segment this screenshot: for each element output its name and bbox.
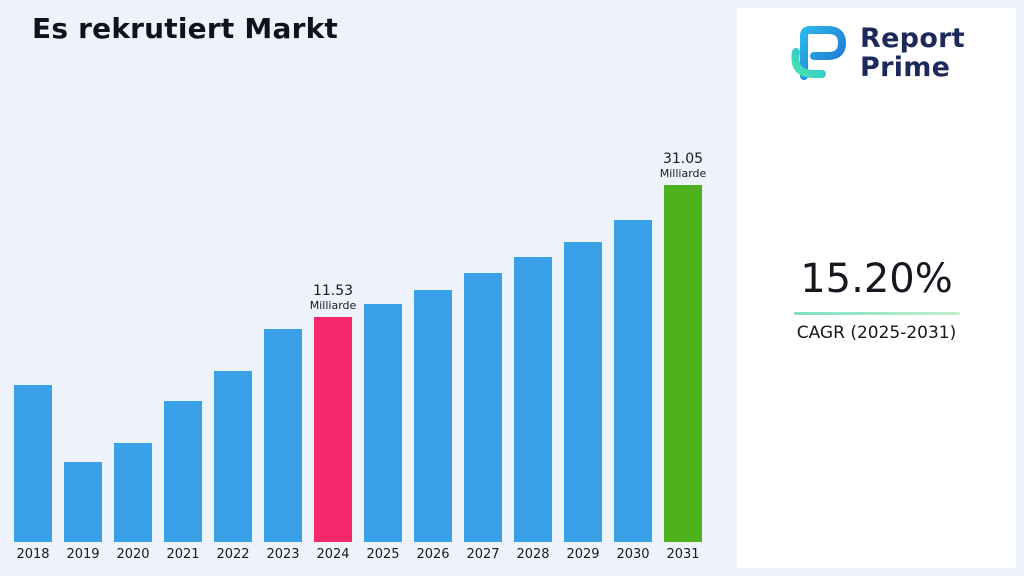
bar-chart: 2018 2019 2020 2021 2022 2023 11.53 Milliarde 20… <box>14 151 726 566</box>
bar-column: 2030 <box>614 220 652 566</box>
bar-2020 <box>114 443 152 542</box>
bar-column: 2025 <box>364 304 402 566</box>
bar-2028 <box>514 257 552 542</box>
x-axis-label: 2030 <box>616 547 650 562</box>
bar-2019 <box>64 462 102 542</box>
report-prime-logo: Report Prime <box>737 22 1016 84</box>
bar-value-label: 11.53 Milliarde <box>309 283 357 312</box>
report-prime-logo-mark-icon <box>788 22 850 84</box>
cagr-label: CAGR (2025-2031) <box>796 323 957 343</box>
bar-column: 2020 <box>114 443 152 566</box>
bar-2024 <box>314 317 352 542</box>
x-axis-label: 2018 <box>16 547 50 562</box>
x-axis-label: 2027 <box>466 547 500 562</box>
page-title: Es rekrutiert Markt <box>32 12 338 45</box>
bar-column: 2023 <box>264 329 302 566</box>
bar-column: 2019 <box>64 462 102 566</box>
logo-text-line2: Prime <box>859 52 951 83</box>
x-axis-label: 2026 <box>416 547 450 562</box>
bar-2031 <box>664 185 702 542</box>
cagr-value: 15.20% <box>800 256 953 302</box>
logo-text-line1: Report <box>859 22 965 54</box>
bar-column: 2021 <box>164 401 202 566</box>
logo-text: Report Prime <box>860 24 965 82</box>
bar-column: 2027 <box>464 273 502 566</box>
x-axis-label: 2031 <box>666 547 700 562</box>
side-panel: Report Prime 15.20% CAGR (2025-2031) <box>737 8 1016 568</box>
bar-column: 2026 <box>414 290 452 566</box>
bar-column: 31.05 Milliarde 2031 <box>660 151 707 566</box>
bar-2023 <box>264 329 302 542</box>
bar-2021 <box>164 401 202 542</box>
x-axis-label: 2025 <box>366 547 400 562</box>
bar-2027 <box>464 273 502 542</box>
x-axis-label: 2023 <box>266 547 300 562</box>
bar-2025 <box>364 304 402 542</box>
x-axis-label: 2028 <box>516 547 550 562</box>
cagr-accent-line <box>793 312 960 315</box>
x-axis-label: 2029 <box>566 547 600 562</box>
bar-2022 <box>214 371 252 542</box>
bar-column: 2018 <box>14 385 52 566</box>
bar-value-label: 31.05 Milliarde <box>659 151 707 180</box>
bar-2030 <box>614 220 652 542</box>
bar-column: 2028 <box>514 257 552 566</box>
x-axis-label: 2019 <box>66 547 100 562</box>
bar-2026 <box>414 290 452 542</box>
x-axis-label: 2022 <box>216 547 250 562</box>
x-axis-label: 2020 <box>116 547 150 562</box>
bar-column: 11.53 Milliarde 2024 <box>310 283 357 566</box>
x-axis-label: 2024 <box>316 547 350 562</box>
bar-2018 <box>14 385 52 542</box>
bar-column: 2029 <box>564 242 602 566</box>
x-axis-label: 2021 <box>166 547 200 562</box>
bar-2029 <box>564 242 602 542</box>
bar-column: 2022 <box>214 371 252 566</box>
cagr-block: 15.20% CAGR (2025-2031) <box>737 256 1016 343</box>
